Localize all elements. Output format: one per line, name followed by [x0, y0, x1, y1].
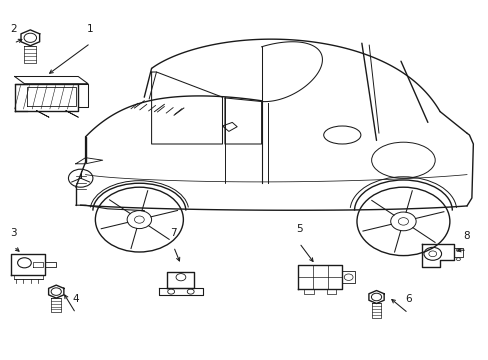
Text: 4: 4: [72, 294, 79, 304]
Text: 7: 7: [170, 228, 177, 238]
Text: 3: 3: [10, 228, 17, 238]
Text: 6: 6: [404, 294, 411, 304]
Text: 8: 8: [463, 231, 469, 241]
Text: 2: 2: [10, 24, 17, 34]
Text: 5: 5: [295, 224, 302, 234]
Text: 1: 1: [87, 24, 94, 34]
